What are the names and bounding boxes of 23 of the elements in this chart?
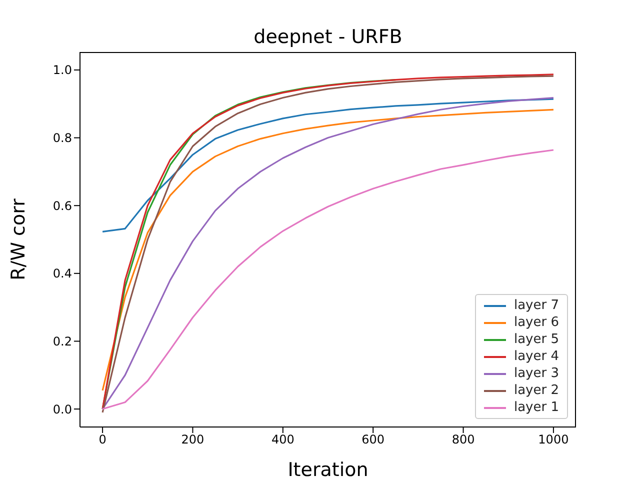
- legend-label: layer 1: [514, 399, 559, 416]
- legend-label: layer 3: [514, 365, 559, 382]
- x-tick-label: 800: [452, 432, 475, 447]
- x-tick-label: 0: [98, 432, 106, 447]
- line-series: [102, 98, 554, 232]
- legend-label: layer 7: [514, 297, 559, 314]
- x-tick-label: 600: [362, 432, 385, 447]
- legend-label: layer 5: [514, 331, 559, 348]
- y-tick-label: 0.0: [52, 402, 72, 416]
- y-axis-title: R/W corr: [8, 198, 30, 280]
- chart-title: deepnet - URFB: [252, 26, 404, 48]
- y-tick-label: 0.8: [52, 131, 72, 146]
- legend-label: layer 4: [514, 348, 559, 365]
- x-tick-label: 1000: [538, 432, 569, 447]
- x-tick-label: 200: [181, 432, 204, 447]
- y-tick-label: 1.0: [52, 63, 72, 78]
- legend-label: layer 6: [514, 314, 559, 331]
- y-tick-label: 0.4: [52, 266, 72, 281]
- x-tick-label: 400: [271, 432, 294, 447]
- y-tick-label: 0.6: [52, 198, 72, 213]
- y-tick-label: 0.2: [52, 334, 72, 348]
- x-axis-title: Iteration: [288, 459, 368, 480]
- legend-label: layer 2: [514, 382, 559, 399]
